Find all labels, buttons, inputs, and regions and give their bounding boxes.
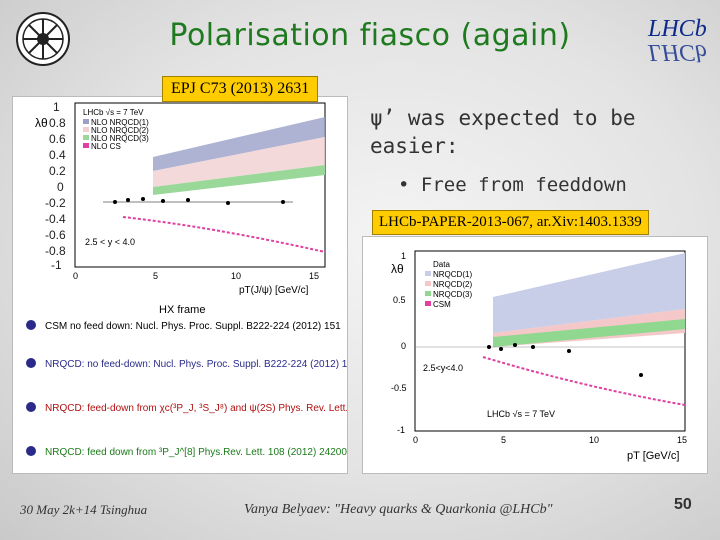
right-xlabel: pT [GeV/c] [627, 450, 679, 462]
sub-bullet-marker: • [398, 174, 421, 196]
left-legend-entry: NLO NRQCD(3) [91, 134, 149, 143]
left-legend-entry: NLO NRQCD(1) [91, 118, 149, 127]
left-legend-entry: LHCb √s = 7 TeV [83, 108, 144, 117]
left-range-note: 2.5 < y < 4.0 [85, 237, 135, 247]
institute-logo [16, 12, 70, 66]
right-legend-entry: NRQCD(3) [433, 290, 472, 299]
footer-date: 30 May 2k+14 Tsinghua [20, 502, 148, 517]
nrqcd3-band [153, 165, 325, 195]
note-bullet [26, 402, 36, 412]
note-text: CSM no feed down: Nucl. Phys. Proc. Supp… [45, 321, 341, 332]
right-ytick: 0.5 [393, 295, 406, 305]
left-ytick: -1 [51, 258, 62, 272]
left-ytick: 1 [53, 100, 60, 114]
right-nrqcd3-band [493, 319, 685, 347]
right-ytick: 0 [401, 341, 406, 351]
right-ytick: -0.5 [391, 383, 407, 393]
note-text: NRQCD: no feed-down: Nucl. Phys. Proc. S… [45, 359, 347, 370]
right-ytick: -1 [397, 425, 405, 435]
right-figure-panel: 1 0.5 0 -0.5 -1 λθ 0 5 10 15 pT [GeV/c] … [362, 236, 708, 474]
note-text: NRQCD: feed-down from χc(³P_J, ³S_J⁸) an… [45, 403, 347, 414]
right-yticks: 1 0.5 0 -0.5 -1 [391, 251, 407, 435]
lhcb-logo-text: LHCb [648, 16, 707, 42]
footer-author: Vanya Belyaev: "Heavy quarks & Quarkonia… [244, 502, 553, 517]
note-bullet [26, 446, 36, 456]
right-ytick: 1 [401, 251, 406, 261]
page-number: 50 [674, 496, 692, 513]
left-legend: LHCb √s = 7 TeV NLO NRQCD(1) NLO NRQCD(2… [83, 108, 149, 151]
right-legend-entry: NRQCD(1) [433, 270, 472, 279]
right-xtick: 15 [677, 435, 687, 445]
nrqcd2-band [153, 137, 325, 187]
right-xtick: 0 [413, 435, 418, 445]
left-xtick: 0 [73, 271, 78, 281]
right-lhcb-label: LHCb √s = 7 TeV [487, 409, 555, 419]
right-plot: 1 0.5 0 -0.5 -1 λθ 0 5 10 15 pT [GeV/c] … [391, 250, 687, 462]
lhcb-logo-reflection: LHCb [648, 39, 707, 65]
sub-bullet: • Free from feeddown [398, 174, 627, 196]
cs-curve [122, 216, 326, 253]
right-ylabel: λθ [391, 262, 404, 276]
left-ytick: 0.8 [49, 116, 66, 130]
bullet-text: ψ’ was expected to be easier: [370, 106, 636, 158]
sub-bullet-text: Free from feeddown [420, 174, 627, 196]
note-bullet [26, 320, 36, 330]
left-ytick: 0.6 [49, 132, 66, 146]
left-ytick: 0 [57, 180, 64, 194]
left-legend-entry: NLO NRQCD(2) [91, 126, 149, 135]
lhcb-logo: LHCb LHCb [636, 10, 707, 68]
right-nrqcd1-band [493, 253, 685, 333]
left-xticks: 0 5 10 15 [73, 271, 319, 281]
left-ytick: 0.2 [49, 164, 66, 178]
right-xticks: 0 5 10 15 [413, 435, 687, 445]
right-legend: Data NRQCD(1) NRQCD(2) NRQCD(3) CSM [425, 260, 472, 309]
left-ytick: 0.4 [49, 148, 66, 162]
frame-label: HX frame [159, 304, 205, 316]
right-csm-curve [482, 356, 686, 406]
left-ylabel: λθ [35, 116, 48, 130]
right-range-note: 2.5<y<4.0 [423, 363, 463, 373]
left-notes: CSM no feed down: Nucl. Phys. Proc. Supp… [26, 320, 435, 458]
left-xtick: 15 [309, 271, 319, 281]
left-figure-panel: 1 0.8 0.6 0.4 0.2 0 -0.2 -0.4 -0.6 -0.8 … [12, 96, 435, 474]
left-ytick: -0.2 [45, 196, 66, 210]
left-ytick: -0.4 [45, 212, 66, 226]
right-legend-entry: NRQCD(2) [433, 280, 472, 289]
note-bullet [26, 358, 36, 368]
right-data-points [487, 343, 643, 377]
left-ytick: -0.8 [45, 244, 66, 258]
left-xtick: 10 [231, 271, 241, 281]
left-yticks: 1 0.8 0.6 0.4 0.2 0 -0.2 -0.4 -0.6 -0.8 … [45, 100, 66, 272]
left-xlabel: pT(J/ψ) [GeV/c] [239, 285, 309, 296]
left-plot: 1 0.8 0.6 0.4 0.2 0 -0.2 -0.4 -0.6 -0.8 … [26, 100, 435, 458]
note-text: NRQCD: feed down from ³P_J^[8] Phys.Rev.… [45, 447, 347, 458]
right-xtick: 5 [501, 435, 506, 445]
right-legend-entry: Data [433, 260, 450, 269]
nrqcd1-band [153, 117, 325, 171]
reference-label: EPJ C73 (2013) 2631 [162, 76, 319, 102]
right-legend-entry: CSM [433, 300, 451, 309]
right-xtick: 10 [589, 435, 599, 445]
slide-title: Polarisation fiasco (again) [169, 18, 571, 53]
left-xtick: 5 [153, 271, 158, 281]
left-legend-entry: NLO CS [91, 142, 121, 151]
left-ytick: -0.6 [45, 228, 66, 242]
reference-label-2: LHCb-PAPER-2013-067, ar.Xiv:1403.1339 [372, 210, 649, 235]
